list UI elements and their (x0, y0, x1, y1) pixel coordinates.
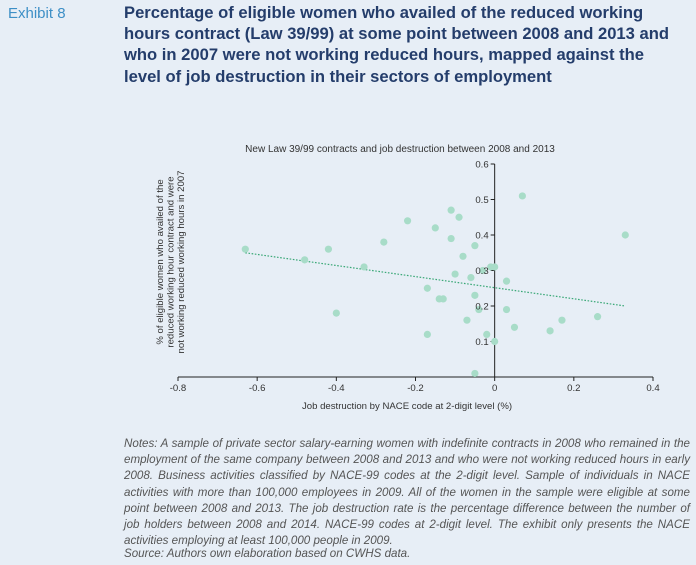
x-tick-label: 0 (492, 383, 497, 394)
data-point (423, 284, 431, 292)
x-tick-label: 0.4 (646, 383, 660, 394)
data-point (324, 245, 333, 253)
data-point (593, 313, 602, 321)
data-point (546, 327, 554, 335)
data-point (558, 316, 566, 324)
x-tick-label: -0.6 (249, 383, 266, 394)
data-point (447, 234, 455, 243)
data-point (471, 369, 479, 378)
y-axis-label: % of eligible women who availed of the r… (155, 171, 187, 354)
y-axis-label-line-2: reduced working hour contract and were (166, 176, 177, 347)
axes (177, 163, 654, 381)
scatter-chart: New Law 39/99 contracts and job destruct… (155, 144, 661, 412)
y-tick-label: 0.5 (475, 195, 488, 206)
y-tick-label: 0.1 (475, 337, 488, 348)
data-point (423, 330, 431, 338)
exhibit-title: Percentage of eligible women who availed… (124, 3, 669, 86)
data-points (241, 192, 629, 378)
data-point (491, 337, 499, 346)
data-point (479, 266, 487, 275)
data-point (447, 206, 455, 214)
data-point (471, 242, 479, 250)
x-axis-label: Job destruction by NACE code at 2-digit … (302, 401, 512, 412)
data-point (451, 270, 459, 278)
x-tick-label: -0.4 (328, 383, 345, 394)
data-point (301, 256, 309, 264)
chart-source: Source: Authors own elaboration based on… (124, 547, 411, 560)
y-axis-label-line-1: % of eligible women who availed of the (155, 179, 166, 344)
chart-title: New Law 39/99 contracts and job destruct… (245, 144, 555, 155)
y-axis-label-line-3: not working reduced working hours in 200… (176, 171, 187, 354)
x-tick-label: -0.2 (407, 383, 424, 394)
y-tick-label: 0.6 (475, 160, 488, 171)
exhibit-label: Exhibit 8 (8, 5, 66, 22)
data-point (332, 309, 340, 317)
data-point (463, 316, 471, 324)
data-point (380, 238, 388, 246)
chart-notes: Notes: A sample of private sector salary… (124, 437, 690, 548)
y-tick-label: 0.3 (475, 266, 488, 277)
data-point (459, 252, 467, 260)
data-point (621, 231, 629, 239)
y-tick-label: 0.2 (475, 302, 488, 313)
data-point (502, 305, 511, 314)
y-tick-label: 0.4 (475, 231, 489, 242)
data-point (403, 217, 412, 225)
data-point (431, 224, 439, 232)
data-point (439, 295, 447, 303)
x-tick-label: 0.2 (567, 383, 580, 394)
data-point (241, 245, 249, 253)
data-point (510, 323, 519, 331)
data-point (502, 277, 511, 285)
data-point (518, 192, 526, 200)
x-tick-label: -0.8 (170, 383, 187, 394)
data-point (471, 291, 479, 299)
data-point (483, 330, 491, 338)
data-point (467, 274, 475, 282)
data-point (475, 305, 483, 314)
data-point (360, 263, 368, 271)
data-point (455, 213, 463, 221)
tick-labels: -0.8 -0.6 -0.4 -0.2 0 0.2 0.4 0.1 0.2 0.3 0.4 0.5 0.… (170, 160, 661, 395)
data-point (491, 263, 499, 271)
